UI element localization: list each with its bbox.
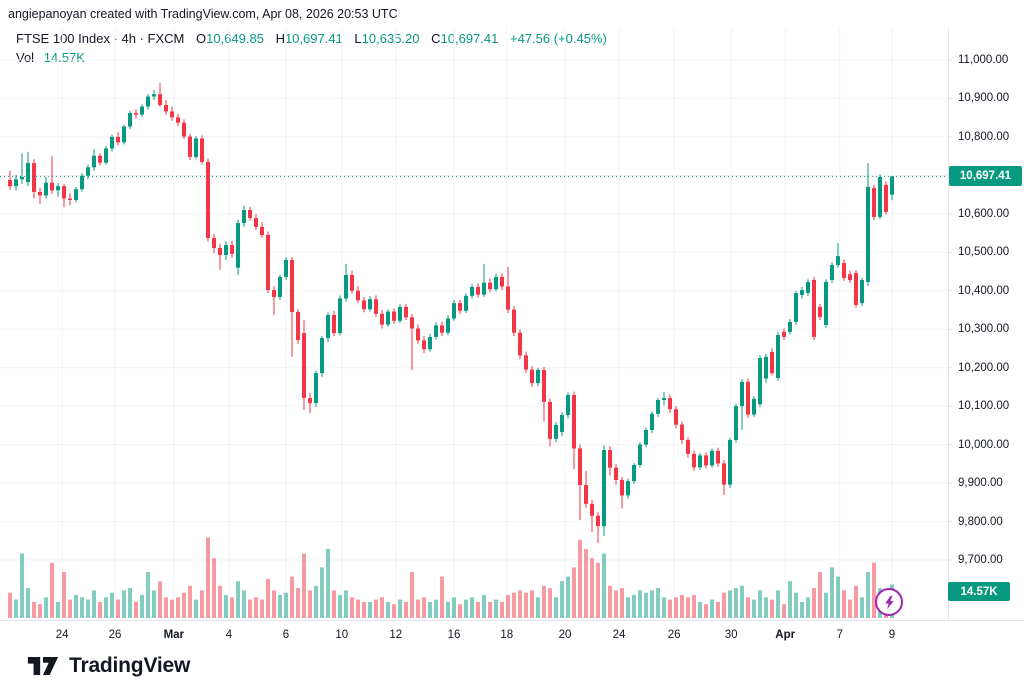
time-axis-label: 26 — [108, 629, 122, 641]
symbol-title: FTSE 100 Index · 4h · FXCM — [16, 31, 185, 46]
brand-name: TradingView — [69, 654, 191, 677]
volume-legend[interactable]: Vol 14.57K — [16, 50, 85, 65]
price-axis-label: 10,400.00 — [958, 284, 1010, 297]
price-change: +47.56 (+0.45%) — [509, 31, 607, 46]
time-axis-label: 24 — [612, 629, 626, 641]
time-axis-label: 30 — [724, 629, 738, 641]
time-axis-border — [0, 620, 1024, 621]
time-axis-label: 6 — [282, 629, 290, 641]
price-axis-label: 10,100.00 — [958, 400, 1010, 413]
time-axis-label: 9 — [888, 629, 896, 641]
symbol-legend[interactable]: FTSE 100 Index · 4h · FXCM O10,649.85 H1… — [16, 31, 607, 46]
lightning-button[interactable] — [875, 588, 903, 616]
price-axis-label: 10,900.00 — [958, 92, 1010, 105]
lightning-icon — [884, 595, 894, 609]
time-axis-label: 24 — [55, 629, 69, 641]
time-axis-label: 12 — [389, 629, 403, 641]
price-axis-label: 9,700.00 — [958, 554, 1003, 566]
price-axis-label: 11,000.00 — [958, 54, 1009, 66]
time-axis-label: 20 — [558, 629, 572, 641]
ohlc-low: L10,635.20 — [354, 31, 420, 46]
time-axis-label: 4 — [225, 629, 233, 641]
price-axis-label: 10,500.00 — [958, 246, 1010, 259]
price-axis-label: 9,800.00 — [958, 515, 1003, 528]
price-axis-label: 9,900.00 — [958, 477, 1003, 490]
time-axis-label: 10 — [335, 629, 349, 641]
ohlc-close: C10,697.41 — [431, 31, 499, 46]
price-axis-label: 10,200.00 — [958, 361, 1010, 374]
ohlc-open: O10,649.85 — [195, 31, 264, 46]
time-axis-label: Apr — [775, 629, 796, 641]
ohlc-high: H10,697.41 — [275, 31, 343, 46]
time-axis-label: 18 — [500, 629, 514, 641]
time-axis-label: 26 — [667, 629, 681, 641]
last-price-badge: 10,697.41 — [949, 166, 1022, 187]
volume-value: 14.57K — [43, 50, 85, 65]
price-axis-label: 10,300.00 — [958, 323, 1010, 336]
price-axis-label: 10,800.00 — [958, 130, 1010, 143]
volume-badge: 14.57K — [948, 582, 1010, 602]
time-axis-label: Mar — [163, 629, 185, 641]
time-axis-label: 16 — [447, 629, 461, 641]
price-axis-border — [948, 28, 949, 620]
candlestick-chart[interactable] — [0, 0, 1024, 650]
time-axis-label: 7 — [836, 629, 843, 641]
price-axis-label: 10,000.00 — [958, 438, 1010, 451]
tradingview-branding[interactable]: TradingView — [26, 654, 190, 678]
volume-label: Vol — [16, 50, 35, 65]
price-axis-label: 10,600.00 — [958, 207, 1010, 220]
tradingview-logo-icon — [27, 656, 59, 675]
attribution-text: angiepanoyan created with TradingView.co… — [8, 7, 398, 21]
